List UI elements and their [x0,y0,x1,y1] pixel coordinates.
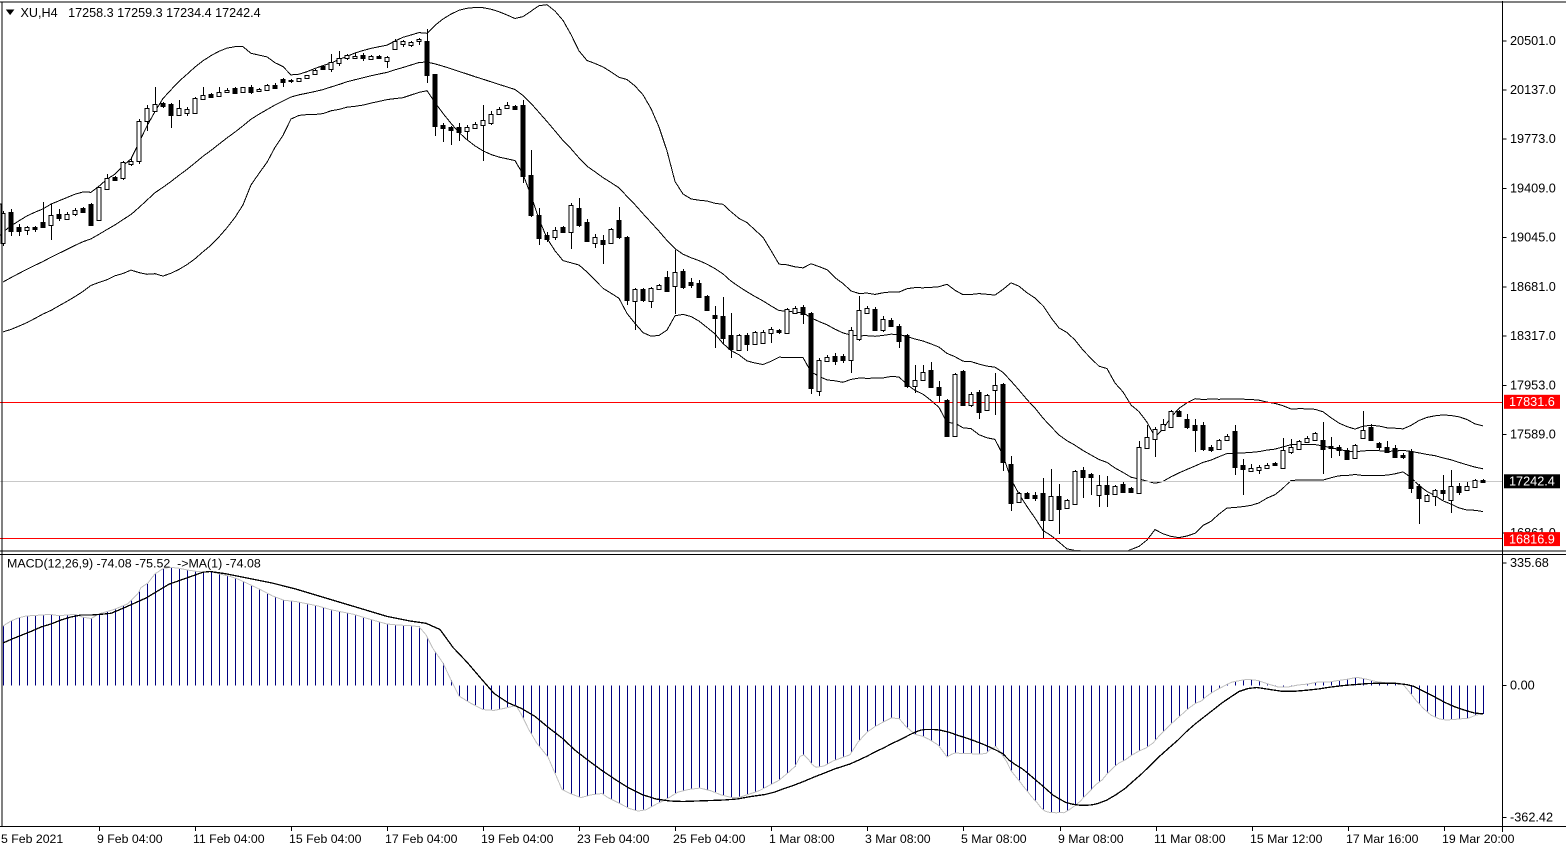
svg-text:17 Feb 04:00: 17 Feb 04:00 [385,832,458,846]
svg-text:9 Mar 08:00: 9 Mar 08:00 [1058,832,1124,846]
svg-text:17831.6: 17831.6 [1509,395,1555,409]
svg-text:MACD(12,26,9) -74.08 -75.52 -: MACD(12,26,9) -74.08 -75.52 ->MA(1) -74.… [7,557,261,571]
svg-text:19 Feb 04:00: 19 Feb 04:00 [481,832,554,846]
svg-text:20501.0: 20501.0 [1510,34,1556,48]
svg-text:17589.0: 17589.0 [1510,428,1556,442]
svg-text:17953.0: 17953.0 [1510,378,1556,392]
svg-text:5 Mar 08:00: 5 Mar 08:00 [961,832,1027,846]
svg-text:3 Mar 08:00: 3 Mar 08:00 [865,832,931,846]
svg-text:11 Mar 08:00: 11 Mar 08:00 [1154,832,1226,846]
svg-text:18681.0: 18681.0 [1510,280,1556,294]
svg-text:19 Mar 20:00: 19 Mar 20:00 [1442,832,1515,846]
svg-text:9 Feb 04:00: 9 Feb 04:00 [97,832,163,846]
svg-text:25 Feb 04:00: 25 Feb 04:00 [673,832,746,846]
svg-text:16816.9: 16816.9 [1509,532,1555,546]
svg-text:-362.42: -362.42 [1510,811,1553,825]
svg-text:15 Mar 12:00: 15 Mar 12:00 [1250,832,1323,846]
svg-text:19409.0: 19409.0 [1510,182,1556,196]
svg-text:18317.0: 18317.0 [1510,329,1556,343]
svg-text:20137.0: 20137.0 [1510,83,1556,97]
svg-text:23 Feb 04:00: 23 Feb 04:00 [577,832,650,846]
svg-text:0.00: 0.00 [1510,678,1535,692]
svg-text:17 Mar 16:00: 17 Mar 16:00 [1346,832,1419,846]
svg-text:335.68: 335.68 [1510,556,1549,570]
svg-text:15 Feb 04:00: 15 Feb 04:00 [289,832,362,846]
svg-text:XU,H4 17258.3 17259.3 17234.: XU,H4 17258.3 17259.3 17234.4 17242.4 [21,6,261,20]
svg-text:19045.0: 19045.0 [1510,231,1556,245]
svg-text:17242.4: 17242.4 [1509,475,1555,489]
svg-text:1 Mar 08:00: 1 Mar 08:00 [769,832,835,846]
svg-text:19773.0: 19773.0 [1510,132,1556,146]
svg-text:11 Feb 04:00: 11 Feb 04:00 [193,832,265,846]
svg-text:5 Feb 2021: 5 Feb 2021 [1,832,63,846]
